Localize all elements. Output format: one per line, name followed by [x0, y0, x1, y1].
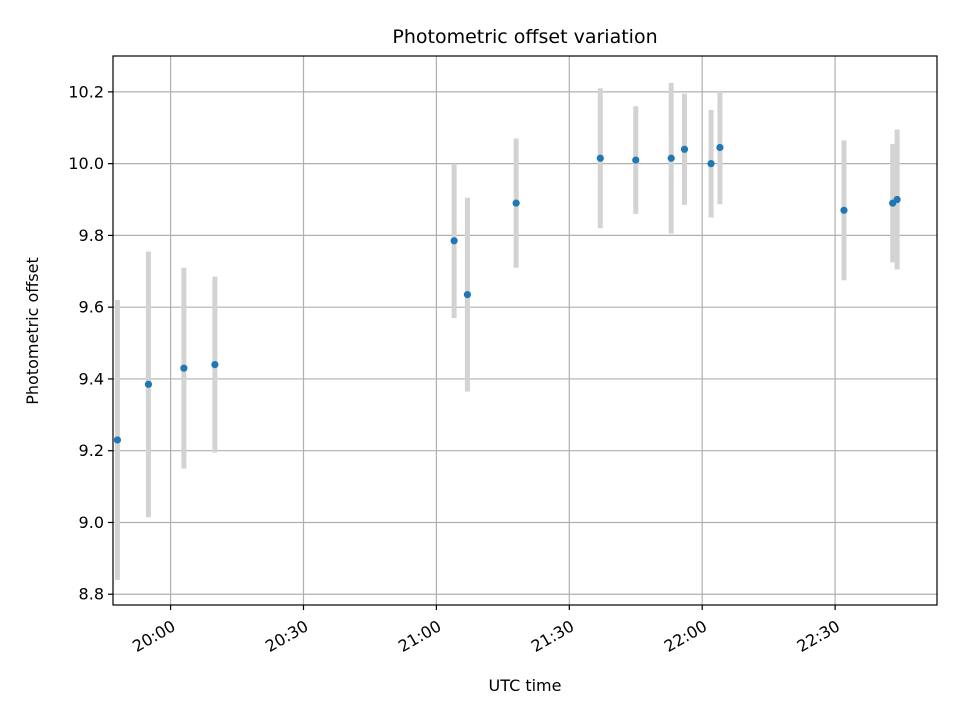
x-axis-label: UTC time	[489, 676, 562, 695]
data-point	[680, 145, 689, 153]
data-point	[450, 237, 458, 245]
plot-frame	[112, 55, 938, 606]
data-point	[211, 360, 219, 369]
data-point	[893, 195, 901, 204]
y-axis-ticks: 8.8 9.0 9.2 9.4 9.6 9.8 10.0 10.2	[68, 82, 113, 604]
data-point	[632, 156, 640, 164]
data-point	[840, 206, 848, 214]
data-point	[180, 364, 188, 372]
data-point	[667, 154, 675, 162]
y-tick-label: 9.8	[79, 226, 104, 245]
grid	[113, 56, 937, 605]
y-tick-label: 8.8	[79, 585, 104, 604]
y-tick-label: 9.0	[79, 513, 104, 532]
data-point	[463, 291, 472, 299]
data-point	[716, 143, 724, 152]
y-tick-label: 10.0	[68, 154, 104, 173]
y-tick-label: 9.2	[79, 441, 104, 460]
y-axis-label: Photometric offset	[23, 257, 42, 405]
data-point	[144, 380, 153, 388]
chart-title: Photometric offset variation	[392, 26, 657, 48]
data-points	[113, 143, 901, 444]
data-point	[596, 154, 604, 162]
data-point	[707, 160, 715, 168]
data-point	[113, 436, 122, 444]
y-tick-label: 9.4	[79, 369, 104, 388]
data-point	[512, 199, 520, 207]
y-tick-label: 9.6	[79, 298, 104, 317]
y-tick-label: 10.2	[68, 82, 104, 101]
